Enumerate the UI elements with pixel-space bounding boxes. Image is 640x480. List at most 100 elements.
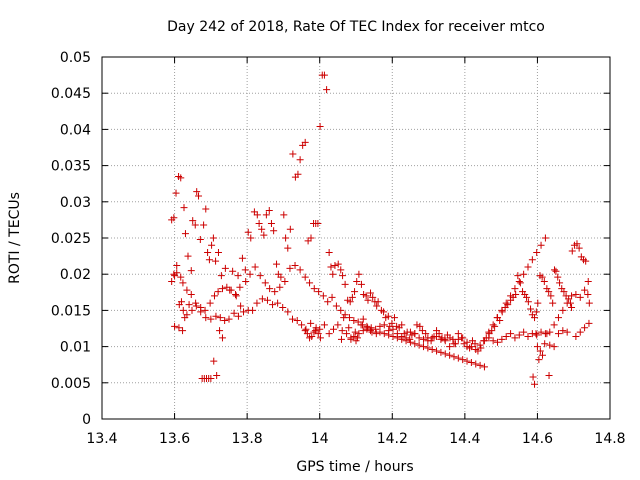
data-point bbox=[559, 306, 567, 314]
data-point bbox=[428, 334, 436, 342]
data-point bbox=[565, 295, 573, 303]
data-point bbox=[340, 314, 348, 322]
data-point bbox=[541, 340, 549, 348]
data-point bbox=[281, 277, 289, 285]
data-point bbox=[531, 380, 539, 388]
data-point bbox=[202, 314, 210, 322]
data-point bbox=[282, 234, 290, 242]
data-point bbox=[347, 335, 355, 343]
data-point bbox=[380, 330, 388, 338]
data-point bbox=[179, 306, 187, 314]
data-point bbox=[550, 343, 558, 351]
data-point bbox=[556, 279, 564, 287]
data-point bbox=[238, 254, 246, 262]
data-point bbox=[279, 304, 287, 312]
data-point bbox=[296, 156, 304, 164]
data-point bbox=[419, 343, 427, 351]
data-point bbox=[546, 341, 554, 349]
data-point bbox=[437, 335, 445, 343]
data-point bbox=[276, 283, 284, 291]
data-point bbox=[539, 351, 547, 359]
data-point bbox=[373, 302, 381, 310]
x-tick-labels: 13.4 13.6 13.8 14 14.2 14.4 14.6 14.8 bbox=[86, 431, 625, 447]
data-point bbox=[352, 337, 360, 345]
y-tick-label: 0.01 bbox=[60, 340, 91, 356]
x-tick-label: 14.2 bbox=[377, 431, 408, 447]
data-point bbox=[316, 325, 324, 333]
data-point bbox=[296, 266, 304, 274]
data-point bbox=[227, 286, 235, 294]
data-point bbox=[183, 286, 191, 294]
data-point bbox=[563, 299, 571, 307]
data-point bbox=[310, 285, 318, 293]
data-point bbox=[345, 324, 353, 332]
data-point bbox=[572, 332, 580, 340]
data-point bbox=[188, 306, 196, 314]
data-point bbox=[193, 188, 201, 196]
data-point bbox=[232, 290, 240, 298]
data-point bbox=[502, 332, 510, 340]
data-point bbox=[489, 337, 497, 345]
data-point bbox=[308, 332, 316, 340]
data-point bbox=[221, 317, 229, 325]
data-point bbox=[325, 248, 333, 256]
data-point bbox=[408, 331, 416, 339]
data-point bbox=[411, 330, 419, 338]
data-point bbox=[206, 299, 214, 307]
data-point bbox=[255, 220, 263, 228]
data-point bbox=[535, 356, 543, 364]
data-point bbox=[218, 334, 226, 342]
data-point bbox=[494, 338, 502, 346]
data-point bbox=[177, 298, 185, 306]
data-point bbox=[355, 270, 363, 278]
data-point bbox=[424, 337, 432, 345]
data-point bbox=[422, 330, 430, 338]
x-tick-label: 14.6 bbox=[522, 431, 553, 447]
data-point bbox=[331, 262, 339, 270]
data-point bbox=[250, 208, 258, 216]
data-point bbox=[301, 138, 309, 146]
data-point bbox=[437, 348, 445, 356]
data-point bbox=[187, 290, 195, 298]
data-point bbox=[502, 299, 510, 307]
data-point bbox=[554, 330, 562, 338]
data-point bbox=[537, 241, 545, 249]
data-point bbox=[389, 325, 397, 333]
y-tick-label: 0.02 bbox=[60, 267, 91, 283]
data-point bbox=[258, 295, 266, 303]
data-point bbox=[543, 330, 551, 338]
data-point bbox=[183, 311, 191, 319]
data-point bbox=[537, 328, 545, 336]
x-tick-label: 14.4 bbox=[449, 431, 480, 447]
data-point bbox=[350, 332, 358, 340]
data-point bbox=[520, 328, 528, 336]
data-point bbox=[244, 228, 252, 236]
data-point bbox=[343, 330, 351, 338]
data-point bbox=[576, 293, 584, 301]
data-point bbox=[581, 324, 589, 332]
data-point bbox=[314, 220, 322, 228]
y-tick-label: 0.035 bbox=[51, 159, 91, 175]
data-point bbox=[398, 321, 406, 329]
data-point bbox=[527, 305, 535, 313]
data-point bbox=[314, 330, 322, 338]
data-point bbox=[353, 334, 361, 342]
data-point bbox=[346, 298, 354, 306]
data-point bbox=[463, 357, 471, 365]
data-point bbox=[323, 86, 331, 94]
data-point bbox=[289, 315, 296, 323]
data-point bbox=[441, 337, 449, 345]
data-point bbox=[307, 234, 315, 242]
data-point bbox=[488, 327, 496, 335]
data-point bbox=[289, 150, 297, 158]
data-point bbox=[515, 277, 523, 285]
data-point bbox=[450, 353, 458, 361]
data-point bbox=[201, 306, 209, 314]
data-point bbox=[341, 311, 349, 319]
data-point bbox=[294, 170, 302, 178]
data-point bbox=[581, 286, 589, 294]
data-point bbox=[284, 244, 292, 252]
data-point bbox=[277, 273, 285, 281]
data-point bbox=[232, 292, 240, 300]
data-point bbox=[380, 308, 388, 316]
